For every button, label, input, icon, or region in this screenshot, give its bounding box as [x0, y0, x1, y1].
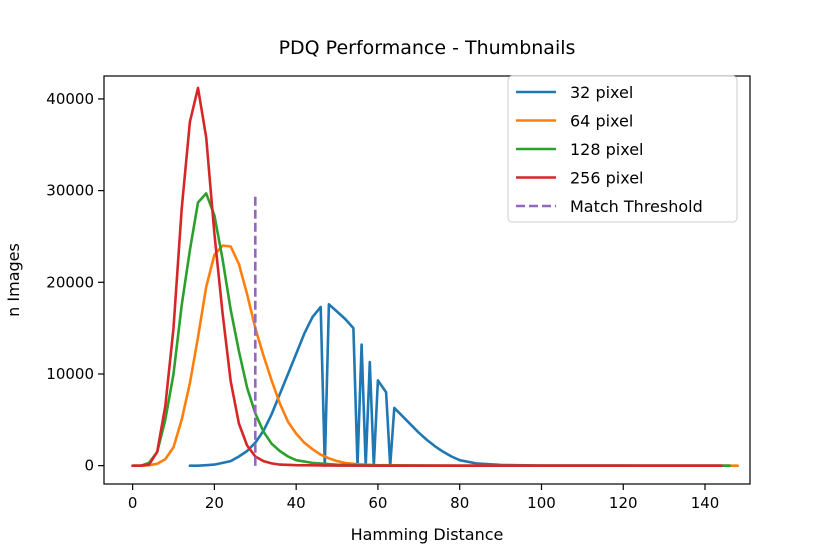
- y-axis-label: n Images: [4, 243, 23, 317]
- x-tick-label: 140: [691, 494, 720, 512]
- series-line-64-pixel: [131, 244, 740, 468]
- x-tick-label: 80: [450, 494, 469, 512]
- x-tick-label: 0: [128, 494, 138, 512]
- legend-label-32-pixel: 32 pixel: [570, 83, 633, 102]
- x-axis-label: Hamming Distance: [351, 525, 504, 544]
- x-tick-label: 100: [527, 494, 556, 512]
- series-line-32-pixel: [188, 302, 731, 468]
- chart-title: PDQ Performance - Thumbnails: [279, 37, 576, 59]
- legend-box: [507, 75, 738, 223]
- y-tick-label: 40000: [46, 90, 94, 108]
- legend-label-128-pixel: 128 pixel: [570, 140, 644, 159]
- legend-label-match-threshold: Match Threshold: [570, 197, 703, 216]
- x-axis: 0 20 40 60 80 100 120 140: [128, 484, 719, 512]
- x-tick-label: 120: [609, 494, 638, 512]
- y-tick-label: 30000: [46, 182, 94, 200]
- legend-label-256-pixel: 256 pixel: [570, 169, 644, 188]
- series-line-256-pixel: [131, 86, 723, 468]
- legend: 32 pixel 64 pixel 128 pixel 256 pixel Match …: [507, 75, 738, 223]
- y-axis: 0 10000 20000 30000 40000: [46, 90, 104, 475]
- y-tick-label: 10000: [46, 365, 94, 383]
- legend-label-64-pixel: 64 pixel: [570, 112, 633, 131]
- y-tick-label: 20000: [46, 273, 94, 291]
- x-tick-label: 40: [287, 494, 306, 512]
- plot-frame: [103, 75, 751, 485]
- series-line-128-pixel: [131, 192, 731, 468]
- y-tick-label: 0: [84, 457, 94, 475]
- x-tick-label: 60: [368, 494, 387, 512]
- x-tick-label: 20: [205, 494, 224, 512]
- plot-lines: [131, 86, 740, 468]
